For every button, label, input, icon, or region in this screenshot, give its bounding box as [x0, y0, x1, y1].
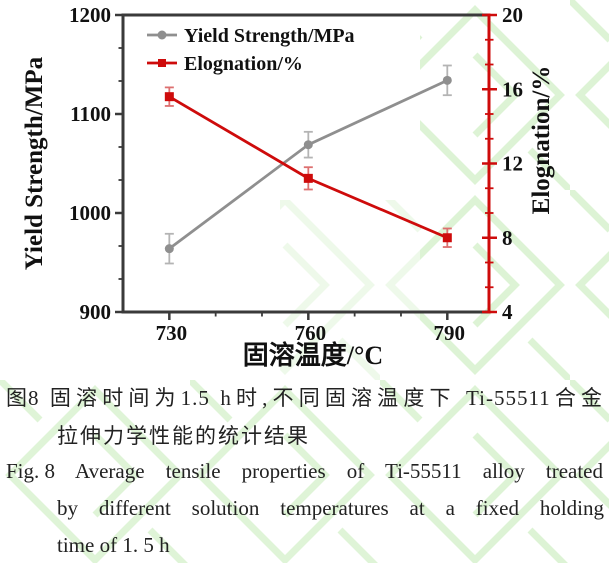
left-tick-label: 1200: [69, 3, 111, 27]
axes: [121, 13, 491, 314]
left-tick-label: 900: [80, 300, 112, 324]
chart-canvas: 900 1000 1100 1200 4 8 12 16 20 730 760 790 固溶温度/°C Y…: [21, 3, 555, 370]
right-axis-title: Elognation/%: [528, 66, 555, 215]
caption-cn-text1: 固溶时间为1.5 h时,不同固溶温度下 Ti-55511合金: [49, 386, 603, 410]
caption-en-text2: by different solution temperatures at a …: [57, 496, 604, 520]
legend-label: Elognation/%: [184, 53, 303, 75]
data-point-marker: [164, 244, 174, 254]
legend-marker: [157, 30, 167, 40]
x-tick-label: 760: [295, 321, 327, 345]
x-axis: 730 760 790: [156, 312, 465, 345]
data-point-marker: [303, 173, 313, 183]
caption-cn-line1: 图8 固溶时间为1.5 h时,不同固溶温度下 Ti-55511合金: [6, 382, 603, 412]
data-point-marker: [442, 233, 452, 243]
x-tick-label: 730: [156, 321, 188, 345]
caption-en-text1: Average tensile properties of Ti-55511 a…: [75, 459, 604, 483]
left-tick-label: 1000: [69, 201, 111, 225]
left-tick-label: 1100: [70, 102, 111, 126]
caption-en-line1: Fig. 8 Average tensile properties of Ti-…: [6, 459, 603, 484]
caption-en-line3: time of 1. 5 h: [57, 533, 170, 558]
figure-number-cn: 图8: [6, 386, 40, 410]
legend: Yield Strength/MPa Elognation/%: [147, 25, 355, 75]
right-axis: 4 8 12 16 20: [482, 3, 523, 324]
caption-en-line2: by different solution temperatures at a …: [57, 496, 604, 521]
x-axis-title: 固溶温度/°C: [243, 340, 383, 370]
data-point-marker: [164, 92, 174, 102]
legend-marker: [158, 59, 166, 67]
legend-label: Yield Strength/MPa: [184, 25, 355, 47]
figure-number-en: Fig. 8: [6, 459, 56, 483]
data-point-marker: [303, 140, 313, 150]
caption-cn-line2: 拉伸力学性能的统计结果: [57, 420, 310, 450]
series-yield-strength: [164, 64, 452, 265]
series-elongation: [164, 86, 452, 248]
left-axis-title: Yield Strength/MPa: [21, 56, 48, 270]
right-tick-label: 16: [502, 77, 523, 101]
right-tick-label: 8: [502, 226, 513, 250]
x-tick-label: 790: [434, 321, 466, 345]
right-tick-label: 20: [502, 3, 523, 27]
caption-cn-text2: 拉伸力学性能的统计结果: [57, 424, 310, 448]
left-axis: 900 1000 1100 1200: [69, 3, 123, 324]
right-tick-label: 12: [502, 152, 523, 176]
right-tick-label: 4: [502, 300, 513, 324]
caption-en-text3: time of 1. 5 h: [57, 533, 170, 557]
data-point-marker: [442, 75, 452, 85]
